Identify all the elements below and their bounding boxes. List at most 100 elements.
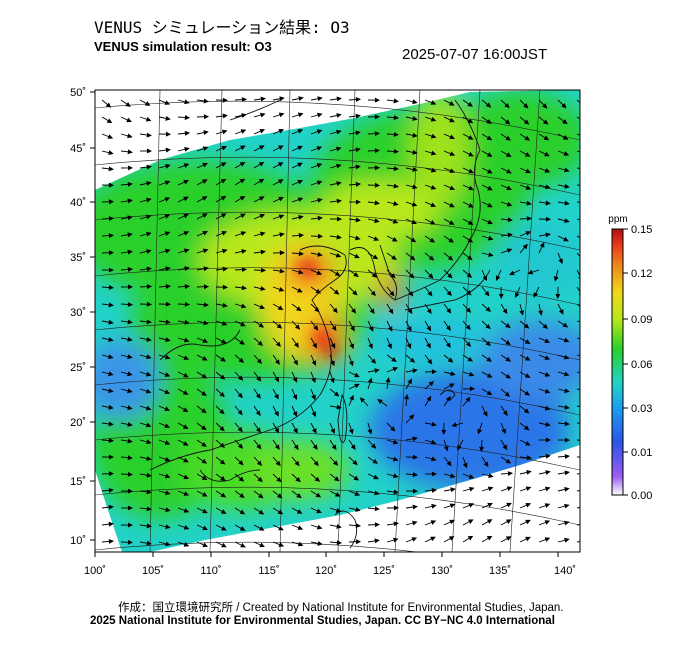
wind-arrow-head — [374, 368, 380, 374]
wind-arrow-head — [164, 456, 171, 462]
wind-arrow-head — [183, 179, 189, 185]
wind-arrow-head — [505, 536, 512, 541]
wind-arrow-head — [558, 258, 563, 265]
wind-arrow-head — [465, 341, 472, 347]
wind-arrow-head — [374, 538, 380, 544]
wind-arrow-head — [584, 355, 588, 358]
wind-arrow-head — [584, 201, 588, 204]
wind-arrow-head — [392, 219, 399, 224]
wind-arrow-head — [523, 103, 529, 109]
wind-arrow-head — [219, 425, 225, 432]
wind-arrow-head — [296, 509, 303, 514]
wind-arrow-head — [467, 255, 473, 261]
wind-arrow-head — [502, 308, 508, 315]
wind-arrow-head — [332, 460, 339, 466]
wind-arrow-head — [582, 307, 586, 311]
wind-arrow-head — [297, 525, 304, 530]
wind-arrow-head — [165, 507, 171, 513]
wind-arrow-head — [276, 477, 282, 483]
wind-arrow-head — [543, 135, 550, 141]
wind-arrow-head — [146, 249, 152, 254]
lat-tick-marks — [90, 91, 95, 541]
wind-arrow-head — [468, 168, 474, 174]
wind-arrow-head — [407, 378, 412, 385]
wind-arrow-head — [467, 356, 473, 362]
wind-arrow-head — [125, 101, 131, 107]
wind-arrow-head — [564, 503, 570, 509]
wind-arrow-head — [564, 421, 570, 427]
wind-arrow-head — [467, 220, 474, 225]
wind-arrow-head — [393, 489, 399, 495]
wind-arrow-head — [296, 493, 302, 499]
wind-arrow-head — [451, 422, 457, 428]
lon-tick-label: 130˚ — [431, 565, 453, 577]
wind-arrow — [576, 99, 580, 104]
wind-arrow-head — [351, 308, 357, 314]
wind-arrow-head — [183, 213, 189, 219]
wind-arrow-head — [371, 272, 378, 278]
wind-arrow-head — [412, 504, 418, 510]
wind-arrow-head — [562, 322, 569, 328]
wind-arrow-head — [486, 535, 493, 541]
wind-arrow-head — [505, 323, 511, 329]
wind-arrow-head — [164, 214, 171, 219]
wind-arrow-head — [562, 119, 568, 125]
wind-arrow-head — [544, 151, 550, 157]
wind-arrow-head — [502, 410, 508, 416]
wind-arrow-head — [393, 505, 400, 511]
wind-arrow-head — [127, 215, 133, 221]
wind-arrow-head — [545, 453, 551, 459]
wind-arrow-head — [505, 458, 512, 464]
wind-arrow-head — [486, 119, 492, 125]
wind-arrow-head — [504, 102, 510, 109]
wind-arrow-head — [277, 509, 284, 515]
wind-arrow-head — [507, 471, 514, 476]
wind-arrow-head — [446, 290, 452, 297]
lat-tick-label: 10˚ — [70, 535, 86, 547]
wind-arrow-head — [146, 132, 152, 138]
wind-arrow-head — [431, 421, 437, 427]
wind-arrow-head — [429, 237, 436, 243]
wind-arrow-head — [443, 445, 449, 452]
wind-arrow-head — [298, 232, 305, 238]
wind-arrow-head — [145, 371, 152, 377]
wind-arrow-head — [485, 306, 491, 312]
wind-arrow — [576, 116, 580, 120]
wind-arrow-head — [202, 542, 209, 548]
wind-arrow-head — [523, 323, 530, 329]
lat-tick-label: 30˚ — [70, 307, 86, 319]
wind-arrow-head — [545, 216, 552, 222]
wind-arrow-head — [462, 462, 468, 469]
wind-arrow — [576, 320, 580, 323]
wind-arrow-head — [584, 389, 588, 392]
wind-arrow-head — [164, 372, 171, 377]
wind-arrow-head — [584, 455, 588, 459]
colorbar-label: 0.12 — [631, 268, 652, 280]
wind-arrow-head — [523, 425, 530, 431]
wind-arrow-head — [373, 474, 379, 480]
wind-arrow — [576, 422, 580, 424]
wind-arrow-head — [146, 319, 152, 325]
wind-arrow — [576, 201, 580, 203]
wind-arrow-head — [544, 537, 551, 542]
wind-arrow-head — [563, 337, 570, 343]
wind-arrow-head — [241, 249, 247, 254]
wind-arrow-head — [164, 180, 171, 186]
wind-arrow-head — [467, 535, 474, 541]
ozone-concentration-field — [95, 90, 580, 552]
wind-arrow-head — [292, 377, 298, 383]
wind-arrow-head — [105, 102, 112, 108]
wind-arrow-head — [504, 119, 511, 125]
wind-arrow-head — [292, 394, 298, 401]
wind-arrow-head — [468, 474, 475, 479]
wind-arrow-head — [258, 509, 265, 515]
wind-arrow-head — [514, 292, 520, 298]
wind-arrow-head — [127, 471, 134, 477]
wind-arrow-head — [127, 336, 133, 342]
wind-arrow-head — [127, 522, 134, 528]
wind-arrow-head — [295, 476, 301, 483]
wind-arrow-head — [293, 359, 298, 366]
wind-arrow-head — [184, 266, 190, 271]
wind-arrow-head — [108, 454, 115, 460]
wind-arrow-head — [257, 476, 263, 483]
